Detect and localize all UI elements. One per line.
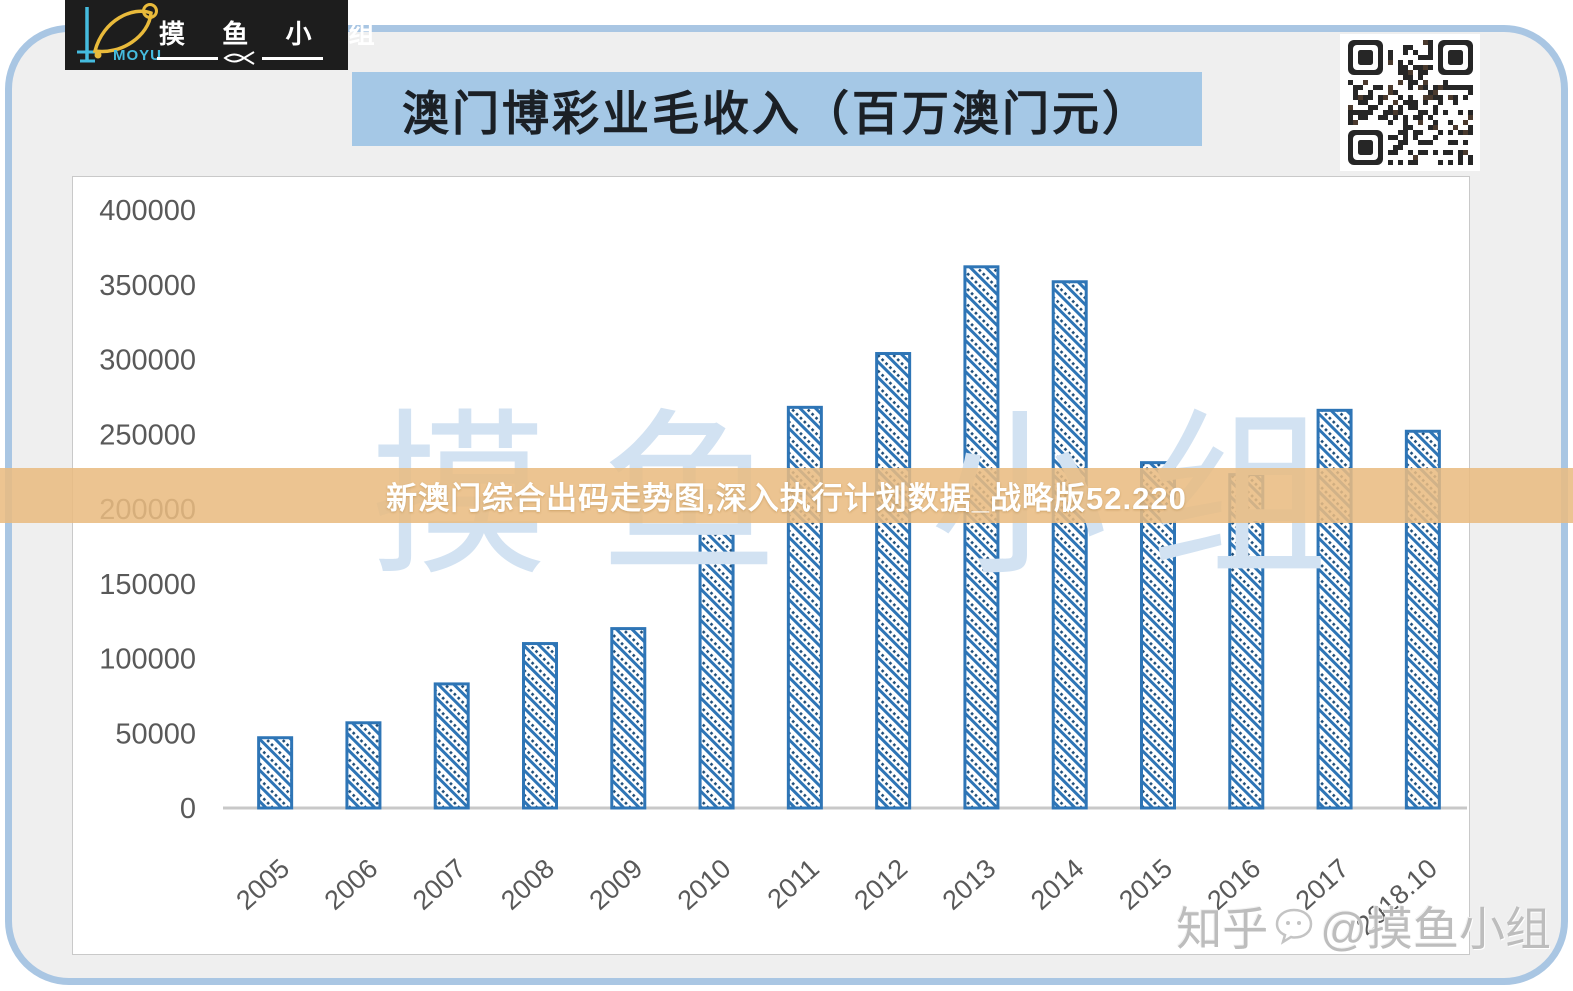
bar-2007 <box>433 682 470 810</box>
y-axis-tick-label: 50000 <box>115 718 196 750</box>
bar-2008 <box>522 642 558 810</box>
bar-2016 <box>1228 473 1265 810</box>
speech-bubble-icon <box>1276 908 1313 945</box>
x-axis-tick-label: 2015 <box>1113 853 1178 915</box>
y-axis-tick-label: 0 <box>180 793 196 825</box>
x-axis-tick-label: 2005 <box>230 853 295 915</box>
page-title-bar: 澳门博彩业毛收入（百万澳门元） <box>352 72 1202 146</box>
bar-2009 <box>610 627 647 810</box>
y-axis-tick-label: 300000 <box>99 345 196 377</box>
bar-2010 <box>698 523 735 810</box>
x-axis-tick-label: 2011 <box>762 853 825 914</box>
y-axis-tick-label: 100000 <box>99 644 196 676</box>
y-axis-tick-label: 150000 <box>99 569 196 601</box>
logo-brand-cn: 摸 鱼 小 组 <box>159 19 390 49</box>
bar-chart: 0500001000001500002000002500003000003500… <box>99 195 1467 941</box>
x-axis-tick-label: 2013 <box>937 853 1002 915</box>
x-axis-tick-label: 2012 <box>848 853 913 915</box>
overlay-banner: 新澳门综合出码走势图,深入执行计划数据_战略版52.220 <box>0 468 1573 523</box>
overlay-banner-text: 新澳门综合出码走势图,深入执行计划数据_战略版52.220 <box>386 481 1187 516</box>
page-title: 澳门博彩业毛收入（百万澳门元） <box>402 86 1152 140</box>
x-axis-tick-label: 2006 <box>319 853 384 915</box>
zhihu-watermark: 知乎 @摸鱼小组 <box>1176 893 1551 959</box>
bar-2006 <box>345 721 382 810</box>
x-axis-tick-label: 2014 <box>1025 853 1090 915</box>
logo-underline <box>157 51 323 65</box>
bar-2013 <box>963 265 1000 810</box>
logo-brand-en: MOYU <box>113 47 162 64</box>
small-fish-icon <box>223 51 255 65</box>
qr-code-icon <box>1347 40 1473 165</box>
x-axis-tick-label: 2010 <box>672 853 737 915</box>
zhihu-handle-label: @摸鱼小组 <box>1320 903 1551 955</box>
moyu-logo: MOYU 摸 鱼 小 组 <box>65 0 390 70</box>
bar-2005 <box>257 736 294 810</box>
bar-2012 <box>875 352 912 810</box>
zhihu-site-label: 知乎 <box>1176 903 1269 955</box>
fish-logo-icon <box>77 3 158 63</box>
x-axis-tick-label: 2008 <box>495 853 560 915</box>
x-axis-tick-label: 2007 <box>407 853 472 915</box>
y-axis-tick-label: 400000 <box>99 195 196 227</box>
x-axis-tick-label: 2009 <box>584 853 649 915</box>
y-axis-tick-label: 250000 <box>99 419 196 451</box>
qr-code <box>1340 34 1480 171</box>
chart-panel: 0500001000001500002000002500003000003500… <box>72 176 1470 955</box>
y-axis-tick-label: 350000 <box>99 270 196 302</box>
bar-2014 <box>1051 280 1088 810</box>
